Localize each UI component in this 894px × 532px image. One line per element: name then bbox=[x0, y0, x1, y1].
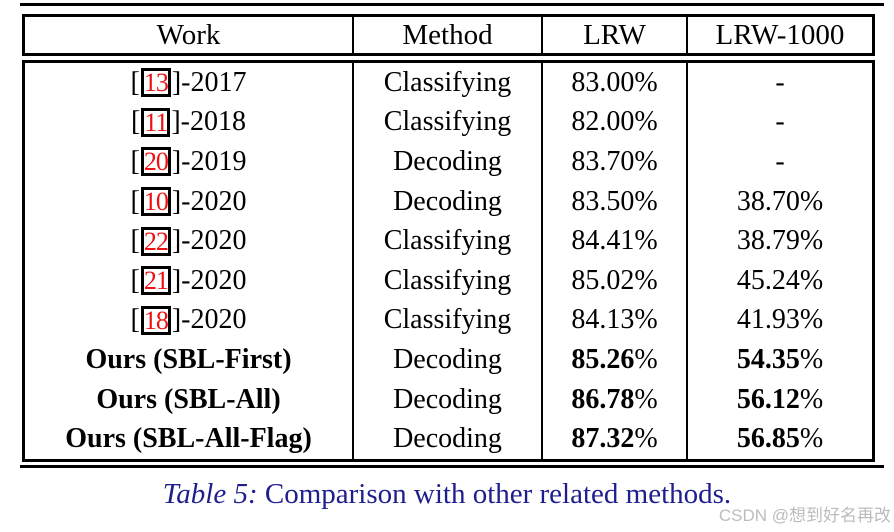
citation-number: 21 bbox=[143, 266, 168, 296]
citation-link[interactable]: 10 bbox=[140, 187, 171, 217]
work-cell: Ours (SBL-All-Flag) bbox=[25, 419, 352, 459]
citation-number: 20 bbox=[143, 147, 168, 177]
lrw1000-cell: 41.93% bbox=[686, 300, 872, 341]
table-caption-label: Table 5: bbox=[162, 478, 258, 510]
csdn-watermark: CSDN @想到好名再改 bbox=[718, 506, 891, 525]
citation-number: 10 bbox=[143, 187, 168, 217]
table-caption-text: Comparison with other related methods. bbox=[264, 478, 732, 510]
lrw1000-cell: 38.70% bbox=[686, 181, 872, 222]
method-cell: Decoding bbox=[352, 419, 541, 459]
column-header-lrw1000: LRW-1000 bbox=[686, 17, 872, 53]
method-cell: Decoding bbox=[352, 142, 541, 182]
citation-link[interactable]: 18 bbox=[140, 305, 171, 335]
citation-link[interactable]: 22 bbox=[140, 226, 171, 256]
lrw1000-cell: 56.85% bbox=[686, 419, 872, 459]
column-header-method: Method bbox=[352, 17, 541, 53]
lrw1000-cell: 54.35% bbox=[686, 340, 872, 380]
work-cell: Ours (SBL-All) bbox=[25, 380, 352, 420]
lrw-cell: 83.70% bbox=[541, 142, 686, 182]
table-bottom-rule bbox=[20, 465, 884, 468]
work-cell: [22]-2020 bbox=[130, 225, 247, 257]
lrw1000-cell: - bbox=[686, 63, 872, 103]
method-cell: Classifying bbox=[352, 260, 541, 301]
lrw-cell: 86.78% bbox=[541, 379, 686, 420]
method-cell: Decoding bbox=[352, 340, 541, 380]
lrw-cell: 82.00% bbox=[541, 102, 686, 143]
citation-link[interactable]: 11 bbox=[141, 107, 171, 137]
method-cell: Classifying bbox=[352, 63, 541, 103]
table-top-rule bbox=[20, 3, 884, 6]
lrw-cell: 84.13% bbox=[541, 300, 686, 341]
lrw-cell: 83.50% bbox=[541, 181, 686, 222]
method-cell: Decoding bbox=[352, 181, 541, 222]
work-cell: [18]-2020 bbox=[130, 304, 247, 336]
citation-number: 11 bbox=[144, 107, 168, 137]
method-cell: Classifying bbox=[352, 102, 541, 143]
work-cell: [10]-2020 bbox=[130, 185, 247, 217]
citation-number: 13 bbox=[143, 68, 168, 98]
citation-link[interactable]: 13 bbox=[140, 68, 171, 98]
work-label-bold: Ours (SBL-First) bbox=[85, 343, 292, 375]
lrw-cell: 85.02% bbox=[541, 260, 686, 301]
method-cell: Decoding bbox=[352, 379, 541, 420]
work-cell: [13]-2017 bbox=[130, 66, 247, 98]
table-body: [13]-2017 Classifying 83.00% -[11]-2018 Clas… bbox=[22, 60, 875, 462]
table-header-row: Work Method LRW LRW-1000 bbox=[22, 14, 875, 56]
work-label-bold: Ours (SBL-All) bbox=[96, 383, 281, 415]
column-header-work: Work bbox=[156, 18, 221, 51]
table-caption: Table 5: Comparison with other related m… bbox=[0, 477, 894, 512]
work-label-bold: Ours (SBL-All-Flag) bbox=[65, 423, 312, 455]
lrw-cell: 84.41% bbox=[541, 221, 686, 261]
work-cell: Ours (SBL-First) bbox=[25, 340, 352, 380]
work-cell: [11]-2018 bbox=[130, 106, 247, 138]
method-cell: Classifying bbox=[352, 221, 541, 261]
lrw1000-cell: - bbox=[686, 102, 872, 143]
citation-link[interactable]: 21 bbox=[140, 266, 171, 296]
work-cell: [21]-2020 bbox=[130, 264, 247, 296]
work-cell: [20]-2019 bbox=[130, 145, 247, 177]
lrw1000-cell: 45.24% bbox=[686, 260, 872, 301]
lrw1000-cell: 38.79% bbox=[686, 221, 872, 261]
lrw-cell: 87.32% bbox=[541, 419, 686, 459]
lrw-cell: 85.26% bbox=[541, 340, 686, 380]
method-cell: Classifying bbox=[352, 300, 541, 341]
column-header-lrw: LRW bbox=[541, 17, 686, 53]
lrw1000-cell: 56.12% bbox=[686, 379, 872, 420]
citation-number: 22 bbox=[143, 226, 168, 256]
lrw-cell: 83.00% bbox=[541, 63, 686, 103]
citation-link[interactable]: 20 bbox=[140, 147, 171, 177]
citation-number: 18 bbox=[143, 305, 168, 335]
lrw1000-cell: - bbox=[686, 142, 872, 182]
